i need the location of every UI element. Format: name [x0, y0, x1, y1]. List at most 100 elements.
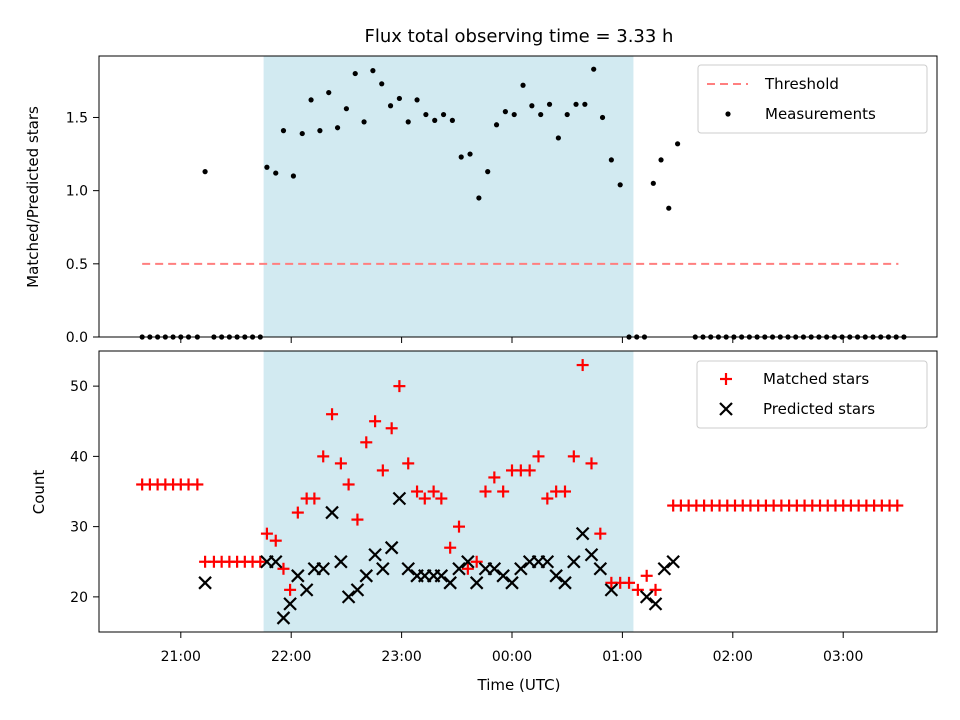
predicted-star-point [434, 569, 449, 583]
top-panel: 0.0 0.5 1.0 1.5 Matched/Predicted stars Thr… [24, 55, 938, 346]
predicted-star-point [384, 540, 399, 555]
measurement-point [538, 111, 544, 118]
measurement-point [299, 130, 305, 137]
measurement-point [379, 81, 385, 87]
predicted-star-point [648, 597, 663, 611]
xtick-label: 00:00 [492, 649, 532, 665]
matched-star-point [461, 562, 474, 575]
predicted-star-points [198, 491, 680, 625]
top-ytick-label: 1.0 [66, 184, 88, 200]
measurement-point [317, 128, 323, 134]
predicted-star-point [401, 561, 416, 576]
bottom-ytick-label: 40 [70, 449, 88, 465]
measurement-point [370, 68, 376, 74]
predicted-star-point [584, 547, 599, 562]
legend-predicted-label: Predicted stars [763, 400, 875, 418]
measurement-point [326, 89, 332, 96]
xtick-label: 02:00 [713, 649, 753, 665]
matched-star-point [269, 534, 282, 547]
bottom-legend-box [696, 360, 928, 429]
measurement-point [352, 70, 358, 77]
predicted-star-point [549, 569, 563, 583]
measurement-point [666, 205, 672, 211]
predicted-star-point [657, 561, 672, 576]
predicted-star-point [325, 505, 339, 520]
predicted-star-point [567, 554, 581, 569]
legend-measurements-label: Measurements [765, 105, 876, 123]
matched-star-point [369, 415, 382, 428]
measurement-point [650, 180, 656, 186]
measurement-point [582, 101, 588, 107]
measurement-point [591, 66, 597, 72]
predicted-star-point [469, 576, 484, 590]
measurement-point [449, 117, 455, 123]
predicted-star-point [316, 561, 330, 576]
matched-star-point [277, 562, 290, 575]
top-ytick-label: 0.5 [66, 257, 88, 273]
matched-star-point [326, 408, 339, 421]
matched-star-point [623, 576, 636, 589]
matched-star-point [385, 422, 398, 435]
predicted-star-point [334, 554, 348, 569]
measurement-point [658, 157, 664, 163]
legend-predicted-marker [719, 402, 733, 416]
bottom-y-ticks: 20 30 40 50 [70, 379, 99, 606]
matched-star-point [649, 583, 662, 596]
predicted-star-point [359, 569, 374, 583]
measurement-point [273, 170, 279, 176]
measurement-point [387, 103, 394, 109]
matched-star-point [558, 485, 571, 498]
bottom-panel: 20 30 40 50 21:00 22:00 23:00 00:00 01:00 02:00 0… [30, 350, 938, 694]
measurement-point [520, 82, 526, 88]
legend-matched-label: Matched stars [763, 370, 869, 388]
measurement-point [264, 164, 270, 170]
predicted-star-point [461, 554, 475, 569]
predicted-star-point [558, 576, 572, 590]
bottom-legend: Matched stars Predicted stars [696, 360, 928, 429]
matched-star-point [435, 492, 448, 505]
measurement-point [308, 97, 314, 103]
bottom-ytick-label: 30 [70, 520, 88, 536]
measurement-point [564, 111, 570, 118]
matched-star-point [411, 485, 424, 498]
predicted-star-point [604, 583, 619, 597]
matched-star-point [418, 492, 431, 505]
predicted-star-point [593, 561, 608, 576]
matched-star-point [631, 583, 644, 596]
measurement-point [529, 103, 535, 109]
top-y-axis-label: Matched/Predicted stars [24, 106, 42, 288]
matched-star-point [523, 464, 536, 477]
bottom-ytick-label: 20 [70, 590, 88, 606]
matched-star-point [497, 485, 510, 498]
predicted-star-point [639, 590, 654, 604]
matched-star-point [376, 464, 389, 477]
xtick-label: 21:00 [161, 649, 201, 665]
measurement-point [343, 106, 349, 112]
matched-star-point [284, 583, 297, 596]
predicted-star-point [540, 554, 555, 569]
legend-measurements-marker [725, 111, 731, 117]
measurement-point [502, 109, 508, 115]
matched-star-point [317, 450, 330, 463]
matched-star-point [470, 555, 483, 568]
measurement-point [458, 154, 464, 160]
bottom-y-axis-label: Count [30, 470, 48, 515]
predicted-star-point [198, 576, 212, 590]
matched-star-point [291, 506, 304, 519]
x-axis-label: Time (UTC) [477, 676, 561, 694]
measurement-point [511, 111, 517, 118]
top-y-ticks: 0.0 0.5 1.0 1.5 [66, 110, 99, 346]
predicted-star-point [283, 597, 297, 611]
predicted-star-point [514, 561, 528, 576]
measurement-point [555, 135, 561, 141]
matched-star-point [427, 485, 440, 498]
measurement-point [334, 125, 341, 131]
measurement-point [440, 111, 447, 118]
top-axes-frame [98, 55, 938, 338]
xtick-label: 23:00 [381, 649, 421, 665]
predicted-star-point [443, 576, 457, 590]
xtick-label: 22:00 [271, 649, 311, 665]
predicted-star-point [666, 554, 680, 569]
predicted-star-point [341, 590, 356, 604]
